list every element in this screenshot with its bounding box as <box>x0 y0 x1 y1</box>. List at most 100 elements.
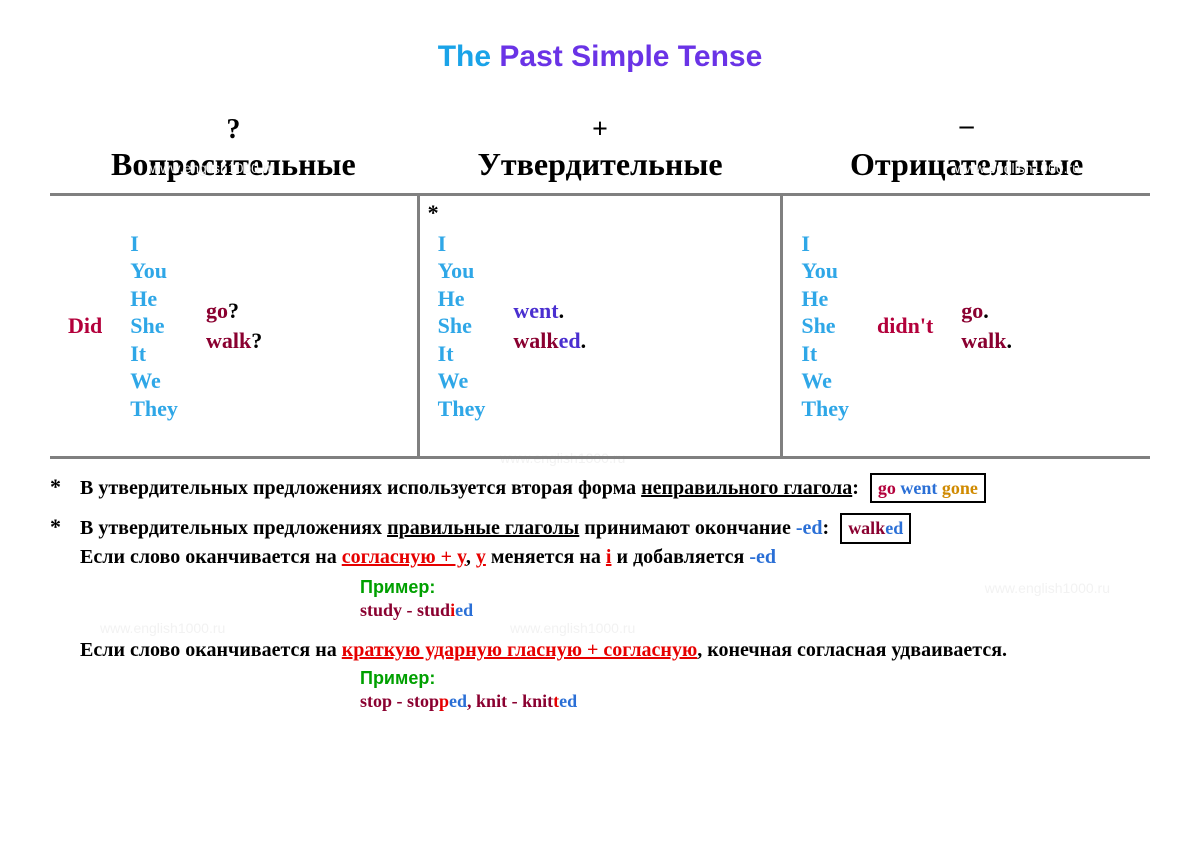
pronoun: He <box>438 285 486 313</box>
example-2: Пример: stop - stopped, knit - knitted <box>360 668 1150 712</box>
form-walk: walk <box>848 518 885 538</box>
pronoun: She <box>438 312 486 340</box>
form-went: went <box>900 478 937 498</box>
red-underline: краткую ударную гласную + согласную <box>342 639 697 661</box>
punct: ? <box>251 328 262 353</box>
text: stud <box>417 600 450 620</box>
pronoun-list-q: I You He She It We They <box>130 230 178 423</box>
cell-question: Did I You He She It We They go? walk? <box>50 193 417 459</box>
text: Если слово оканчивается на <box>80 546 342 568</box>
walked-box: walked <box>840 513 911 543</box>
pronoun: He <box>801 285 849 313</box>
pronoun: I <box>130 230 178 258</box>
form-ed: ed <box>885 518 903 538</box>
pronoun: It <box>130 340 178 368</box>
col-header-negative: – Отрицательные <box>783 114 1150 193</box>
pronoun: You <box>130 257 178 285</box>
text: study <box>360 600 402 620</box>
verbs-q: go? walk? <box>206 296 262 355</box>
ed-suffix: ed <box>449 691 467 711</box>
underline-irregular: неправильного глагола <box>641 477 852 499</box>
verb: walk <box>206 328 251 353</box>
ed-suffix: -ed <box>749 546 776 568</box>
pronoun: We <box>130 367 178 395</box>
cell-affirmative: * I You He She It We They went. walked. <box>417 193 784 459</box>
text: В утвердительных предложениях использует… <box>80 477 641 499</box>
text: Если слово оканчивается на <box>80 639 342 661</box>
pronoun: I <box>438 230 486 258</box>
forms-box: go went gone <box>870 473 986 503</box>
star-icon: * <box>50 474 74 500</box>
example-label: Пример: <box>360 577 1150 598</box>
text: stop <box>407 691 439 711</box>
text: : <box>823 517 835 539</box>
example-line: stop - stopped, knit - knitted <box>360 691 1150 712</box>
red-underline: согласную + y <box>342 546 466 568</box>
text: - <box>402 600 417 620</box>
note-3: Если слово оканчивается на краткую ударн… <box>80 639 1150 662</box>
pronoun-list-n: I You He She It We They <box>801 230 849 423</box>
text: , конечная согласная удваивается. <box>697 639 1007 661</box>
aux-did: Did <box>68 313 102 339</box>
pronoun: She <box>801 312 849 340</box>
pronoun: We <box>801 367 849 395</box>
underline-regular: правильные глаголы <box>387 517 579 539</box>
pronoun: He <box>130 285 178 313</box>
pronoun: You <box>801 257 849 285</box>
verb: walk <box>513 328 558 353</box>
punct: . <box>1007 328 1013 353</box>
footnotes: * В утвердительных предложениях использу… <box>50 473 1150 712</box>
punct: ? <box>228 298 239 323</box>
pronoun: They <box>130 395 178 423</box>
symbol-question: ? <box>60 114 407 146</box>
text: stop <box>360 691 392 711</box>
title-part-2: Past Simple Tense <box>499 40 762 73</box>
verb: walk <box>961 328 1006 353</box>
suffix-ed: ed <box>559 328 581 353</box>
verbs-a: went. walked. <box>513 296 586 355</box>
aux-didnt: didn't <box>877 313 933 339</box>
col-header-question: ? Вопросительные <box>50 114 417 193</box>
col-header-affirmative: + Утвердительные <box>417 114 784 193</box>
pronoun: It <box>801 340 849 368</box>
pronoun: You <box>438 257 486 285</box>
title-part-1: The <box>438 40 500 73</box>
verb: go <box>206 298 228 323</box>
note-1: * В утвердительных предложениях использу… <box>50 473 1150 503</box>
form-go: go <box>878 478 896 498</box>
text: принимают окончание <box>579 517 796 539</box>
punct: . <box>983 298 989 323</box>
punct: . <box>559 298 565 323</box>
cell-negative: I You He She It We They didn't go. walk. <box>783 193 1150 459</box>
pronoun-list-a: I You He She It We They <box>438 230 486 423</box>
text: меняется на <box>486 546 606 568</box>
form-gone: gone <box>942 478 978 498</box>
example-label: Пример: <box>360 668 1150 689</box>
label-affirmative: Утвердительные <box>427 146 774 183</box>
symbol-minus: – <box>793 110 1140 142</box>
doubled-consonant: p <box>439 691 449 711</box>
punct: . <box>581 328 587 353</box>
label-question: Вопросительные <box>60 146 407 183</box>
verb: go <box>961 298 983 323</box>
star-marker: * <box>428 200 439 226</box>
example-1: Пример: study - studied <box>360 577 1150 621</box>
note-1-text: В утвердительных предложениях использует… <box>80 473 1150 503</box>
note-2: * В утвердительных предложениях правильн… <box>50 513 1150 570</box>
ed-suffix: ed <box>559 691 577 711</box>
pronoun: It <box>438 340 486 368</box>
ed-suffix: ed <box>455 600 473 620</box>
pronoun: I <box>801 230 849 258</box>
tense-grid: ? Вопросительные + Утвердительные – Отри… <box>50 114 1150 459</box>
verb: went <box>513 298 558 323</box>
label-negative: Отрицательные <box>793 146 1140 183</box>
text: В утвердительных предложениях <box>80 517 387 539</box>
text: , <box>467 691 476 711</box>
symbol-plus: + <box>427 114 774 146</box>
page-title: The Past Simple Tense <box>50 40 1150 74</box>
star-icon: * <box>50 514 74 540</box>
text: , <box>466 546 476 568</box>
pronoun: They <box>801 395 849 423</box>
text: - <box>507 691 522 711</box>
text: knit <box>476 691 507 711</box>
